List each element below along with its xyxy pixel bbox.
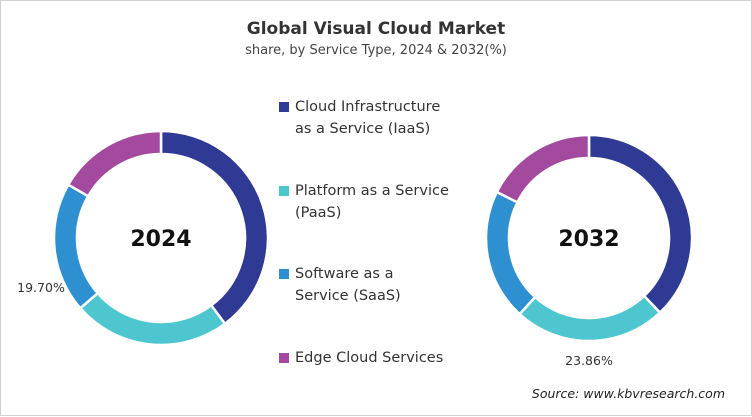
- source-note: Source: www.kbvresearch.com: [531, 386, 725, 401]
- data-label: 23.86%: [565, 353, 613, 368]
- legend-label: Edge Cloud Services: [295, 350, 444, 366]
- donut-slice-2032-0: [587, 133, 694, 315]
- chart-subtitle: share, by Service Type, 2024 & 2032(%): [245, 43, 507, 58]
- donut-slice-2024-1: [78, 291, 227, 347]
- legend-item-edge: Edge Cloud Services: [279, 347, 479, 369]
- legend-swatch: [279, 102, 289, 112]
- donut-slice-2032-3: [495, 133, 591, 204]
- donut-slice-2032-2: [484, 190, 537, 316]
- legend-label: Platform as a Service: [295, 183, 449, 199]
- chart-title: Global Visual Cloud Market: [246, 19, 506, 39]
- legend-item-paas: Platform as a Service (PaaS): [279, 180, 479, 224]
- donut-center-label: 2024: [130, 227, 191, 252]
- legend-item-iaas: Cloud Infrastructure as a Service (IaaS): [279, 96, 479, 140]
- legend-label: as a Service (IaaS): [295, 121, 431, 137]
- legend-label: (PaaS): [295, 205, 342, 221]
- donut-center-label: 2032: [558, 227, 619, 252]
- legend-label: Software as a: [295, 266, 394, 282]
- data-label: 19.70%: [17, 280, 65, 295]
- legend-swatch: [279, 186, 289, 196]
- donut-slice-2032-1: [517, 294, 662, 343]
- legend-label: Cloud Infrastructure: [295, 99, 441, 115]
- legend-swatch: [279, 269, 289, 279]
- legend-label: Service (SaaS): [295, 288, 401, 304]
- donut-slice-2024-3: [66, 129, 163, 198]
- legend-swatch: [279, 353, 289, 363]
- legend-item-saas: Software as a Service (SaaS): [279, 263, 479, 307]
